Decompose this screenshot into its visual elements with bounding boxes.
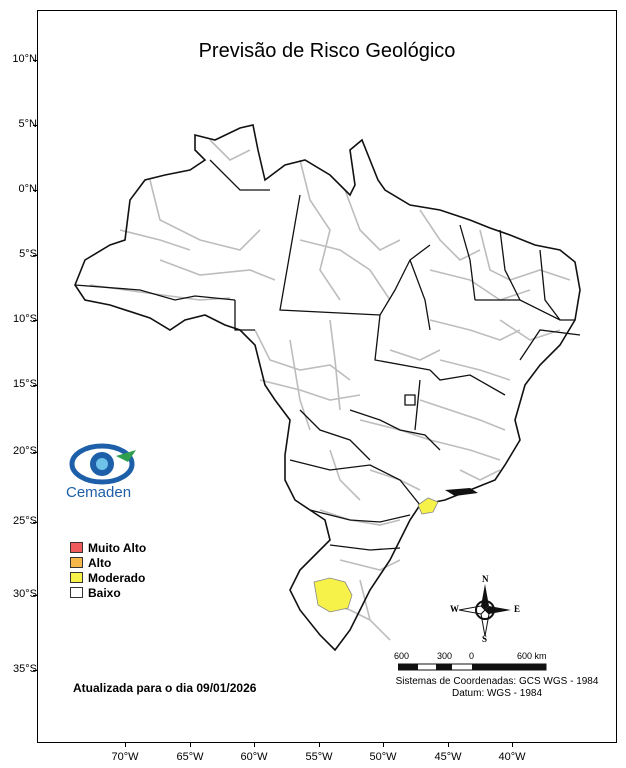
lat-tick [33, 452, 38, 453]
lon-tick [448, 742, 449, 747]
lat-label: 5°S [19, 248, 37, 260]
lat-tick [33, 255, 38, 256]
lon-label: 55°W [305, 751, 333, 763]
lat-label: 15°S [13, 378, 37, 390]
moderate-area-sp [417, 497, 439, 515]
internal-borders [89, 139, 571, 641]
swatch [70, 557, 83, 568]
legend-label: Muito Alto [88, 540, 147, 555]
map-frame [37, 10, 617, 743]
legend-item-baixo: Baixo [70, 585, 146, 600]
state-borders [74, 159, 581, 551]
moderate-area-rs [313, 577, 353, 613]
compass-rose-icon [458, 584, 511, 637]
lon-label: 50°W [369, 751, 397, 763]
lat-label: 0°N [18, 183, 37, 195]
cemaden-eye-logo-icon [69, 443, 136, 485]
crs-info: Sistemas de Coordenadas: GCS WGS - 1984 … [362, 676, 626, 700]
brazil-outline [74, 124, 581, 652]
compass-s: S [482, 634, 488, 644]
lat-label: 20°S [13, 445, 37, 457]
datum-line: Datum: WGS - 1984 [451, 688, 543, 699]
lon-label: 40°W [498, 751, 526, 763]
lat-tick [33, 670, 38, 671]
legend: Muito Alto Alto Moderado Baixo [70, 540, 146, 600]
lon-label: 65°W [176, 751, 204, 763]
cemaden-logo-text: Cemaden [66, 484, 132, 501]
scale-label: 600 km [517, 651, 547, 661]
scale-label: 0 [469, 651, 475, 661]
lon-tick [383, 742, 384, 747]
compass-w: W [450, 604, 459, 614]
crs-line: Sistemas de Coordenadas: GCS WGS - 1984 [395, 676, 599, 687]
legend-item-moderado: Moderado [70, 570, 146, 585]
lon-tick [254, 742, 255, 747]
lat-tick [33, 595, 38, 596]
lon-tick [125, 742, 126, 747]
lon-label: 60°W [240, 751, 268, 763]
lat-label: 35°S [13, 663, 37, 675]
legend-label: Moderado [88, 570, 146, 585]
legend-label: Alto [88, 555, 112, 570]
lat-tick [33, 522, 38, 523]
lat-label: 5°N [18, 118, 37, 130]
swatch [70, 587, 83, 598]
lon-label: 70°W [111, 751, 139, 763]
map-title: Previsão de Risco Geológico [198, 40, 456, 62]
scale-label: 300 [437, 651, 453, 661]
legend-label: Baixo [88, 585, 121, 600]
swatch [70, 542, 83, 553]
compass-e: E [514, 604, 521, 614]
legend-item-muito-alto: Muito Alto [70, 540, 146, 555]
swatch [70, 572, 83, 583]
compass-n: N [482, 574, 489, 584]
lon-tick [319, 742, 320, 747]
lon-label: 45°W [434, 751, 462, 763]
lon-tick [190, 742, 191, 747]
lat-tick [33, 385, 38, 386]
lat-tick [33, 125, 38, 126]
lat-tick [33, 320, 38, 321]
legend-item-alto: Alto [70, 555, 146, 570]
lat-label: 25°S [13, 515, 37, 527]
lat-tick [33, 60, 38, 61]
lat-label: 10°S [13, 313, 37, 325]
scale-label: 600 [394, 651, 410, 661]
lat-label: 30°S [13, 588, 37, 600]
lat-label: 10°N [12, 53, 37, 65]
coastal-detail [445, 488, 478, 496]
lon-tick [512, 742, 513, 747]
scale-bar [398, 663, 547, 671]
lat-tick [33, 190, 38, 191]
updated-date: Atualizada para o dia 09/01/2026 [73, 681, 257, 695]
